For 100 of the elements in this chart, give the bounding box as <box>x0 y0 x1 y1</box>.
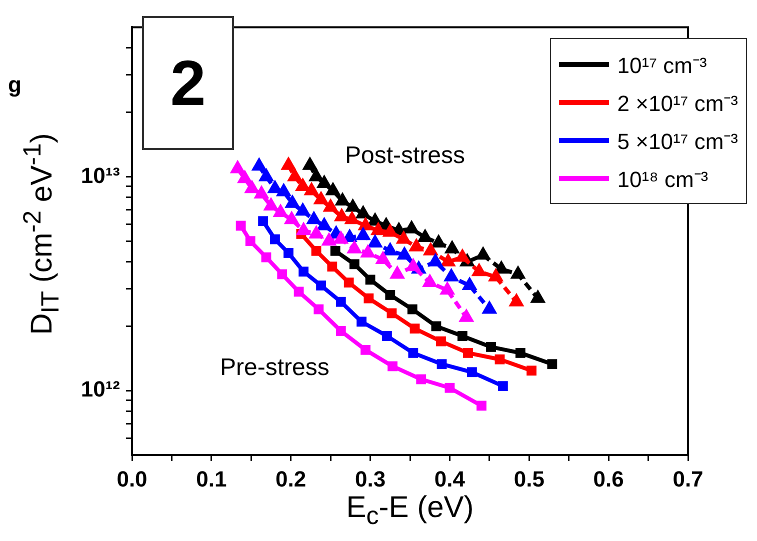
point <box>263 196 279 210</box>
point <box>236 170 253 184</box>
point <box>306 210 322 224</box>
point <box>314 304 324 314</box>
point <box>498 381 508 392</box>
point <box>346 240 362 254</box>
point <box>386 308 397 318</box>
point <box>321 232 337 246</box>
point <box>475 246 491 260</box>
point <box>294 202 311 216</box>
point <box>296 222 312 236</box>
point <box>304 182 320 196</box>
x-tick-label: 0.2 <box>276 466 306 492</box>
point <box>530 289 546 303</box>
point <box>360 244 376 258</box>
point <box>440 281 456 295</box>
annotation: 2 <box>142 16 234 150</box>
point <box>436 359 447 370</box>
point <box>367 234 383 248</box>
point <box>284 210 300 224</box>
x-tick-label: 0.6 <box>593 466 624 492</box>
y-tick-label: 10¹² <box>80 376 120 402</box>
point <box>313 190 329 204</box>
point <box>457 331 468 341</box>
point <box>356 316 366 327</box>
point <box>388 361 398 372</box>
point <box>358 216 374 230</box>
point <box>244 180 260 194</box>
point <box>382 242 398 256</box>
point <box>280 156 296 170</box>
x-tick-label: 0.3 <box>354 466 386 492</box>
point <box>444 268 460 282</box>
point <box>467 367 477 378</box>
annotation: Post-stress <box>345 142 466 169</box>
legend-label: 10¹⁸ cm⁻³ <box>617 166 708 193</box>
point <box>430 234 446 248</box>
point <box>336 326 346 336</box>
point <box>510 265 526 279</box>
y-tick-label: 10¹³ <box>80 162 120 188</box>
point <box>370 222 386 236</box>
point <box>422 242 438 256</box>
legend-label: 2 ×10¹⁷ cm⁻³ <box>617 90 738 117</box>
legend-label: 10¹⁷ cm⁻³ <box>617 52 707 79</box>
point <box>308 224 324 238</box>
point <box>316 216 332 230</box>
point <box>410 324 420 334</box>
point <box>230 160 246 174</box>
point <box>308 168 324 182</box>
point <box>284 194 300 208</box>
point <box>316 280 326 290</box>
point <box>408 348 418 358</box>
point <box>344 210 360 224</box>
x-tick-label: 0.7 <box>672 466 704 492</box>
annotation: Pre-stress <box>220 354 330 381</box>
point <box>382 223 398 237</box>
point <box>385 290 396 300</box>
point <box>272 204 288 218</box>
point <box>360 344 370 355</box>
point <box>375 250 391 264</box>
point <box>407 304 418 314</box>
point <box>322 198 338 212</box>
point <box>454 248 470 262</box>
point <box>382 331 392 341</box>
point <box>436 336 446 346</box>
point <box>336 296 346 307</box>
point <box>508 292 524 306</box>
point <box>333 230 349 244</box>
point <box>345 198 361 212</box>
legend-label: 5 ×10¹⁷ cm⁻³ <box>617 128 738 155</box>
point <box>408 238 424 252</box>
point <box>444 240 460 254</box>
point <box>431 321 442 332</box>
point <box>355 226 371 240</box>
point <box>416 374 426 384</box>
point <box>404 220 420 234</box>
point <box>440 252 456 266</box>
point <box>463 348 473 358</box>
x-tick-label: 0.4 <box>434 466 466 492</box>
x-tick-label: 0.5 <box>514 466 544 492</box>
x-tick-label: 0.0 <box>116 466 148 492</box>
point <box>396 230 412 244</box>
point <box>515 348 526 358</box>
point <box>294 286 304 297</box>
point <box>325 182 341 196</box>
point <box>364 293 374 304</box>
point <box>254 185 270 199</box>
point <box>462 276 478 290</box>
point <box>287 168 303 182</box>
point <box>422 274 438 288</box>
point <box>486 342 496 352</box>
point <box>444 382 455 393</box>
text: g <box>8 72 22 97</box>
x-axis-title: E$_{c}$-E (eV) <box>345 491 475 531</box>
point <box>494 354 505 364</box>
point <box>547 359 558 370</box>
point <box>428 252 444 266</box>
point <box>396 246 412 260</box>
point <box>476 400 486 411</box>
point <box>405 258 421 272</box>
point <box>251 157 267 171</box>
